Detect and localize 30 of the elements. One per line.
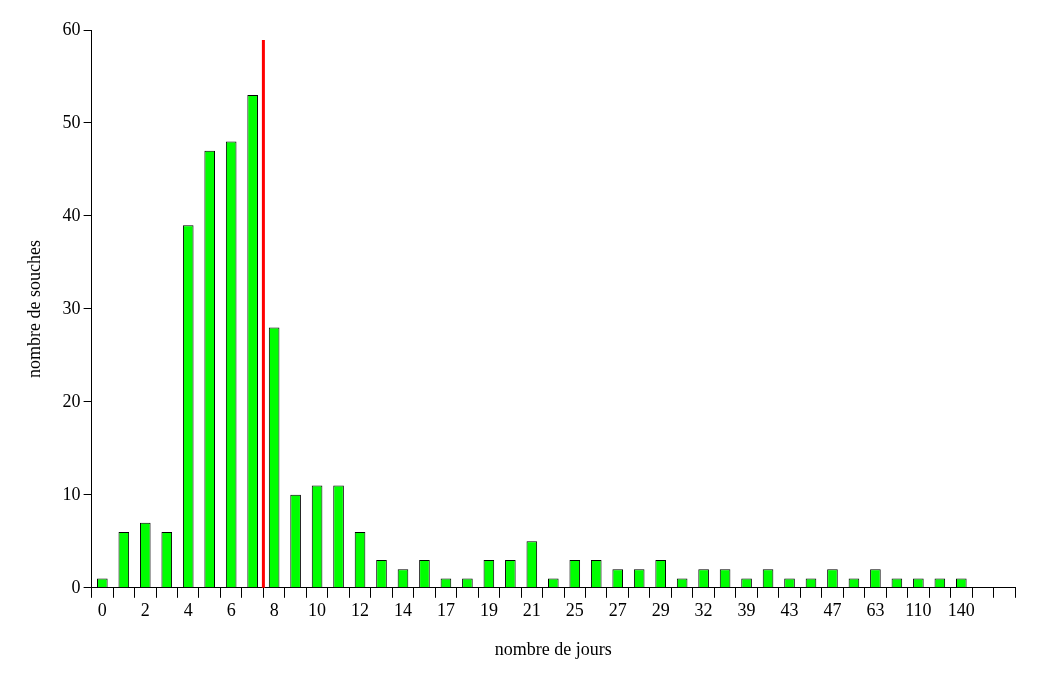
x-tick-label: 0 [97, 600, 107, 621]
x-tick-label: 140 [947, 600, 975, 621]
x-tick-label: 110 [905, 600, 932, 621]
x-tick-label: 39 [737, 600, 756, 621]
x-tick-label: 10 [308, 600, 327, 621]
y-tick-label: 0 [71, 576, 81, 597]
y-axis-title: nombre de souches [23, 239, 44, 378]
x-tick-label: 4 [183, 600, 193, 621]
y-tick-label: 50 [62, 111, 81, 132]
y-tick-label: 40 [62, 204, 81, 225]
x-tick-label: 25 [565, 600, 584, 621]
x-tick-label: 32 [694, 600, 713, 621]
x-tick-label: 14 [393, 600, 412, 621]
x-tick-label: 2 [140, 600, 150, 621]
y-tick-label: 10 [62, 483, 81, 504]
x-tick-label: 63 [866, 600, 885, 621]
x-tick-label: 27 [608, 600, 627, 621]
y-tick-label: 20 [62, 390, 81, 411]
x-tick-label: 6 [226, 600, 236, 621]
x-tick-label: 19 [479, 600, 498, 621]
x-tick-label: 29 [651, 600, 670, 621]
x-tick-label: 47 [823, 600, 842, 621]
x-tick-label: 8 [269, 600, 279, 621]
y-tick-label: 30 [62, 297, 81, 318]
x-tick-label: 12 [351, 600, 370, 621]
x-tick-label: 43 [780, 600, 799, 621]
x-tick-label: 17 [436, 600, 455, 621]
x-axis-title: nombre de jours [494, 638, 612, 659]
x-tick-label: 21 [522, 600, 541, 621]
y-tick-label: 60 [62, 18, 81, 39]
